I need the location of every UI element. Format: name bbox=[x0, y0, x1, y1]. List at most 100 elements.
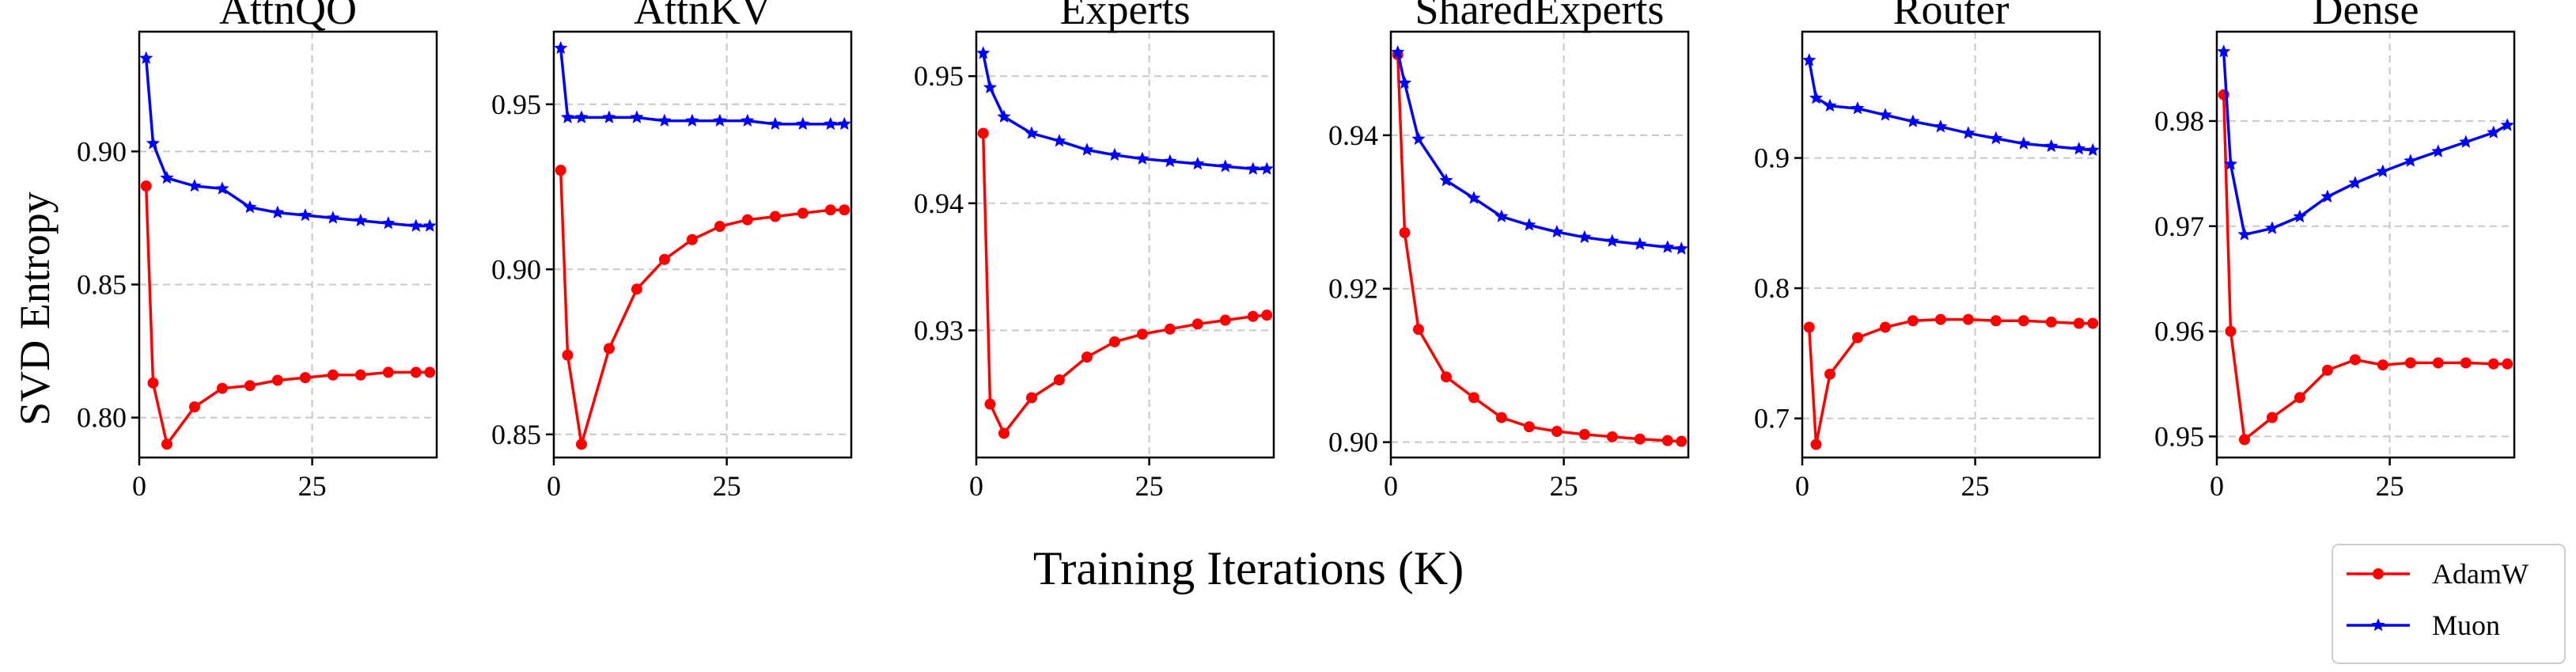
data-point-adamw bbox=[1412, 324, 1424, 336]
data-point-muon bbox=[1633, 237, 1647, 250]
x-tick-label: 0 bbox=[132, 470, 146, 502]
data-point-muon bbox=[685, 113, 699, 127]
data-point-adamw bbox=[1523, 421, 1535, 433]
data-point-muon bbox=[1605, 233, 1619, 247]
data-point-adamw bbox=[2349, 354, 2361, 366]
data-point-adamw bbox=[839, 204, 850, 216]
data-point-adamw bbox=[2073, 317, 2085, 329]
data-point-adamw bbox=[1634, 433, 1646, 445]
data-point-muon bbox=[271, 205, 285, 218]
data-point-muon bbox=[160, 170, 174, 184]
data-point-adamw bbox=[410, 366, 422, 378]
data-point-muon bbox=[1260, 161, 1274, 175]
data-point-adamw bbox=[575, 439, 587, 450]
x-tick-label: 0 bbox=[1795, 470, 1809, 502]
y-tick-label: 0.85 bbox=[77, 268, 127, 300]
chart-title: AttnQO bbox=[219, 0, 357, 33]
data-point-adamw bbox=[1053, 374, 1065, 386]
data-point-muon bbox=[1550, 225, 1564, 238]
legend-marker bbox=[2373, 568, 2384, 579]
series-line-adamw bbox=[2222, 94, 2508, 442]
chart-panel-sharedexperts: 0 25 0.90 0.92 0.94 SharedExperts bbox=[1328, 0, 1690, 502]
data-point-muon bbox=[768, 116, 782, 131]
data-point-adamw bbox=[147, 377, 159, 389]
data-point-adamw bbox=[2377, 359, 2388, 371]
y-tick-label: 0.7 bbox=[1754, 403, 1790, 435]
data-point-adamw bbox=[631, 283, 642, 295]
data-point-adamw bbox=[741, 214, 753, 226]
x-tick-label: 25 bbox=[1961, 470, 1990, 502]
data-point-muon bbox=[2500, 118, 2514, 131]
data-point-muon bbox=[1163, 154, 1177, 168]
legend-entries: AdamW Muon bbox=[2347, 558, 2529, 641]
plot-frame bbox=[552, 30, 853, 459]
data-point-muon bbox=[630, 110, 644, 123]
data-point-muon bbox=[1439, 173, 1453, 187]
chart-panel-attnqo: 0 25 0.80 0.85 0.90 AttnQO bbox=[77, 0, 438, 502]
data-point-adamw bbox=[1136, 328, 1148, 340]
y-tick-label: 0.95 bbox=[914, 60, 964, 92]
data-point-muon bbox=[2320, 189, 2335, 203]
x-tick-label: 0 bbox=[1384, 470, 1398, 502]
x-tick-label: 0 bbox=[2210, 470, 2224, 502]
series-line-adamw bbox=[981, 133, 1267, 435]
data-point-adamw bbox=[424, 366, 436, 378]
data-point-muon bbox=[2044, 139, 2059, 153]
data-point-adamw bbox=[1934, 313, 1946, 325]
data-point-muon bbox=[2293, 209, 2307, 223]
data-point-muon bbox=[354, 213, 368, 227]
plot-frame bbox=[1389, 30, 1690, 459]
data-point-adamw bbox=[1990, 315, 2002, 327]
series-line-muon bbox=[559, 47, 845, 126]
data-point-adamw bbox=[2294, 392, 2305, 404]
data-point-adamw bbox=[2502, 358, 2513, 370]
data-point-adamw bbox=[1164, 323, 1176, 335]
data-point-adamw bbox=[1261, 309, 1273, 321]
data-point-muon bbox=[146, 136, 161, 150]
data-point-muon bbox=[381, 216, 396, 230]
data-point-muon bbox=[1906, 114, 1920, 127]
y-tick-label: 0.98 bbox=[2154, 105, 2204, 137]
data-point-muon bbox=[1961, 126, 1976, 139]
plot-frame bbox=[975, 30, 1275, 459]
data-point-adamw bbox=[2017, 315, 2029, 327]
data-point-adamw bbox=[824, 204, 836, 216]
data-point-muon bbox=[2237, 227, 2252, 241]
series-line-muon bbox=[1396, 51, 1682, 251]
data-point-muon bbox=[1191, 157, 1205, 170]
data-point-adamw bbox=[2487, 358, 2499, 370]
data-point-adamw bbox=[797, 207, 809, 219]
data-point-adamw bbox=[1219, 314, 1231, 326]
y-tick-label: 0.90 bbox=[77, 135, 127, 167]
data-point-adamw bbox=[1025, 392, 1037, 404]
y-tick-label: 0.90 bbox=[1328, 427, 1378, 458]
data-point-adamw bbox=[1606, 431, 1618, 442]
data-point-adamw bbox=[1907, 315, 1919, 327]
data-point-adamw bbox=[354, 369, 366, 381]
y-tick-label: 0.93 bbox=[914, 314, 964, 346]
data-point-muon bbox=[1391, 45, 1405, 59]
series-line-adamw bbox=[1807, 317, 2093, 446]
data-point-adamw bbox=[1661, 435, 1673, 446]
data-point-muon bbox=[2459, 135, 2473, 148]
data-point-muon bbox=[2487, 125, 2501, 139]
y-tick-label: 0.92 bbox=[1328, 273, 1378, 305]
data-point-adamw bbox=[714, 221, 725, 233]
chart-panel-experts: 0 25 0.93 0.94 0.95 Experts bbox=[914, 0, 1275, 502]
chart-panel-attnkv: 0 25 0.85 0.90 0.95 AttnKV bbox=[491, 0, 853, 502]
data-point-muon bbox=[1080, 142, 1094, 156]
data-point-muon bbox=[1108, 147, 1122, 161]
data-point-muon bbox=[1246, 161, 1260, 175]
data-point-muon bbox=[2431, 144, 2445, 158]
data-point-muon bbox=[1661, 240, 1675, 253]
data-point-adamw bbox=[161, 439, 172, 450]
data-point-adamw bbox=[977, 127, 989, 139]
data-point-muon bbox=[188, 179, 202, 192]
data-point-adamw bbox=[2238, 434, 2250, 446]
data-point-muon bbox=[243, 199, 257, 214]
data-point-muon bbox=[997, 109, 1011, 123]
data-point-muon bbox=[1674, 241, 1688, 255]
x-tick-label: 25 bbox=[1550, 470, 1578, 502]
legend-entry-muon: Muon bbox=[2347, 609, 2500, 641]
